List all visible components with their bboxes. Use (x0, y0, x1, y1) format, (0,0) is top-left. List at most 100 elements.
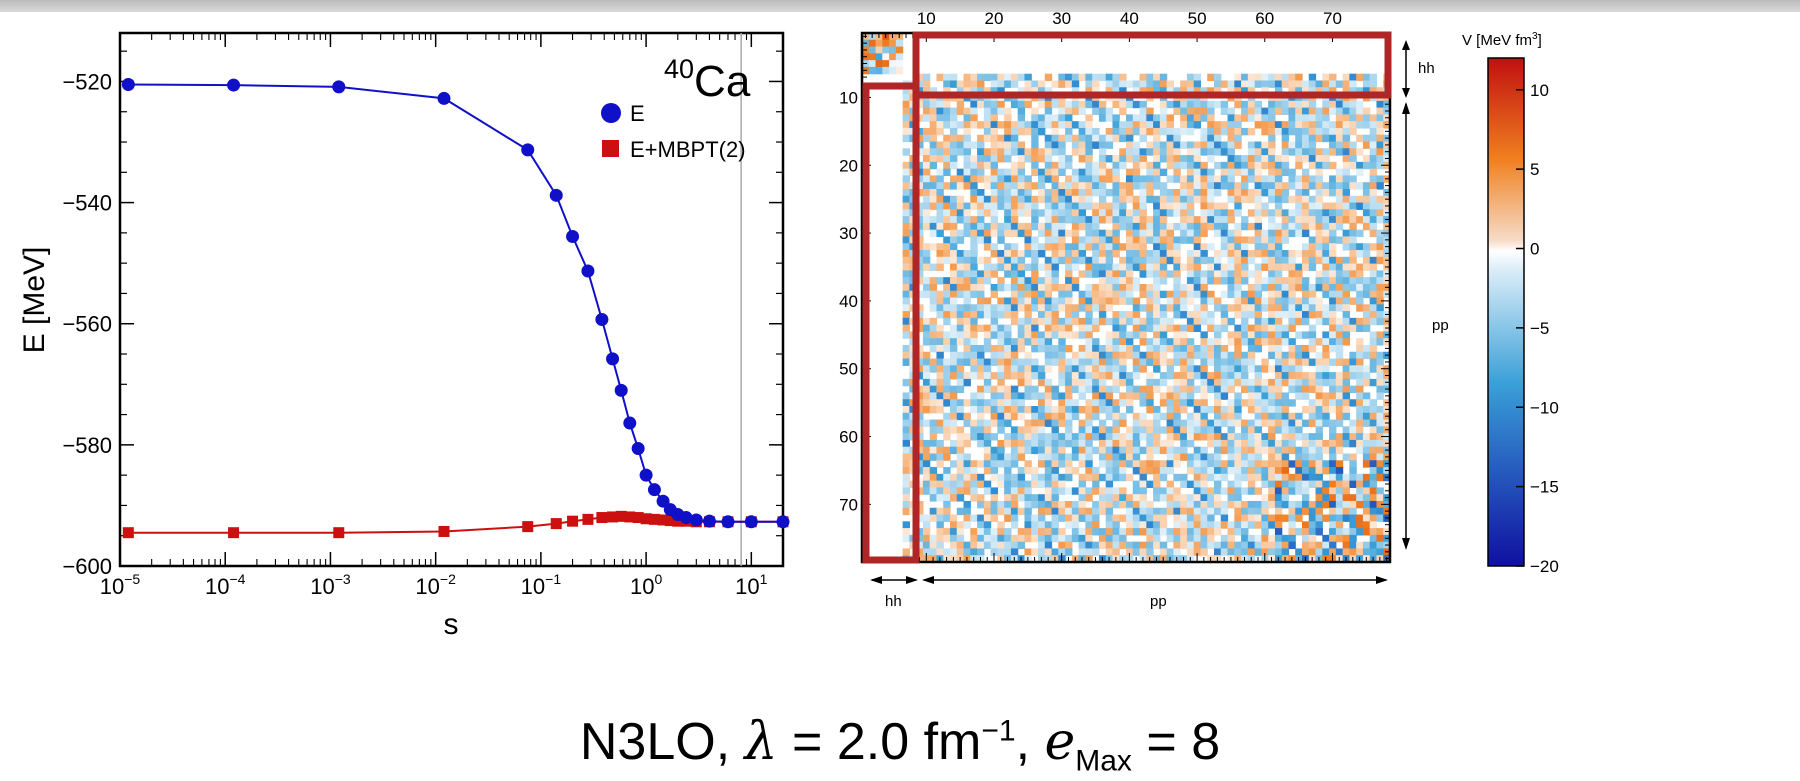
data-point (521, 143, 535, 157)
heatmap-cell (1335, 222, 1344, 231)
heatmap-cell (956, 412, 965, 421)
heatmap-cell (1227, 419, 1235, 427)
heatmap-cell (1302, 358, 1310, 366)
heatmap-cell (1153, 277, 1161, 285)
heatmap-cell (943, 141, 951, 149)
heatmap-cell (1173, 514, 1181, 522)
heatmap-cell (1044, 141, 1053, 149)
heatmap-cell (1173, 541, 1181, 550)
heatmap-cell (1071, 141, 1080, 149)
heatmap-cell (1268, 514, 1276, 522)
heatmap-cell (916, 141, 924, 149)
heatmap-cell (943, 311, 951, 319)
heatmap-cell (1132, 392, 1141, 400)
heatmap-cell (1051, 385, 1059, 394)
heatmap-cell (983, 385, 992, 394)
heatmap-cell (1112, 202, 1120, 210)
heatmap-cell (950, 263, 958, 271)
heatmap-cell (1356, 107, 1364, 115)
heatmap-cell (1051, 534, 1059, 543)
colorbar-title-text: V [MeV fm (1462, 32, 1532, 49)
heatmap-cell (1105, 80, 1114, 88)
heatmap-cell (1349, 473, 1357, 482)
heatmap-cell (1092, 209, 1100, 217)
heatmap-cell (1010, 392, 1019, 400)
heatmap-cell (943, 514, 951, 522)
heatmap-cell (1112, 514, 1120, 522)
heatmap-cell (983, 453, 992, 461)
heatmap-cell (1065, 433, 1073, 441)
heatmap-cell (950, 141, 958, 149)
heatmap-cell (1065, 378, 1073, 387)
heatmap-cell (1044, 358, 1053, 366)
heatmap-cell (950, 473, 958, 482)
heatmap-cell (916, 406, 924, 414)
heatmap-cell (1031, 500, 1039, 509)
heatmap-cell (1146, 480, 1154, 488)
heatmap-cell (1004, 250, 1012, 258)
heatmap-cell (916, 365, 924, 373)
heatmap-cell (997, 229, 1005, 238)
heatmap-cell (1173, 148, 1181, 156)
heatmap-cell (1335, 277, 1344, 285)
heatmap-cell (1010, 73, 1019, 82)
heatmap-cell (1200, 534, 1208, 543)
heatmap-cell (1268, 236, 1276, 244)
heatmap-cell (1051, 209, 1059, 217)
heatmap-cell (1098, 433, 1107, 441)
left-tick-label: 10 (839, 88, 858, 107)
heatmap-cell (1308, 439, 1317, 448)
data-point (606, 352, 620, 366)
heatmap-cell (977, 229, 985, 238)
heatmap-cell (1200, 528, 1208, 536)
heatmap-cell (990, 507, 998, 516)
heatmap-cell (916, 87, 924, 95)
heatmap-cell (1288, 399, 1296, 407)
heatmap-cell (895, 60, 904, 68)
heatmap-cell (1153, 433, 1161, 441)
heatmap-cell (1207, 290, 1215, 299)
heatmap-cell (1329, 460, 1337, 468)
heatmap-cell (1268, 250, 1276, 258)
heatmap-cell (1342, 331, 1350, 339)
heatmap-cell (963, 399, 971, 407)
heatmap-cell (1098, 155, 1107, 163)
heatmap-cell (1105, 514, 1114, 522)
heatmap-cell (1031, 480, 1039, 488)
heatmap-cell (956, 290, 965, 299)
heatmap-cell (1329, 378, 1337, 387)
heatmap-cell (1322, 277, 1330, 285)
heatmap-cell (1153, 521, 1161, 529)
heatmap-cell (970, 222, 978, 231)
heatmap-cell (1349, 222, 1357, 231)
heatmap-cell (1085, 236, 1093, 244)
heatmap-cell (1207, 473, 1215, 482)
heatmap-cell (997, 372, 1005, 380)
heatmap-cell (1376, 317, 1384, 326)
heatmap-cell (1200, 433, 1208, 441)
heatmap-cell (1369, 473, 1378, 482)
heatmap-cell (1302, 331, 1310, 339)
heatmap-cell (1153, 311, 1161, 319)
heatmap-cell (950, 494, 958, 502)
heatmap-cell (1281, 304, 1290, 312)
heatmap-cell (1119, 528, 1127, 536)
top-tick-label: 30 (1052, 9, 1071, 28)
heatmap-cell (889, 60, 897, 68)
heatmap-cell (1261, 229, 1269, 238)
heatmap-cell (943, 412, 951, 421)
heatmap-cell (1362, 114, 1371, 122)
heatmap-cell (1092, 406, 1100, 414)
heatmap-cell (1254, 283, 1262, 292)
heatmap-cell (1214, 358, 1222, 366)
heatmap-cell (1329, 344, 1337, 353)
heatmap-cell (1268, 188, 1276, 197)
heatmap-cell (929, 141, 938, 149)
window-top-bar (0, 0, 1800, 12)
heatmap-cell (1315, 507, 1323, 516)
heatmap-cell (1308, 534, 1317, 543)
heatmap-cell (1058, 216, 1066, 224)
heatmap-cell (1159, 392, 1168, 400)
heatmap-cell (1254, 514, 1262, 522)
heatmap-cell (1207, 372, 1215, 380)
